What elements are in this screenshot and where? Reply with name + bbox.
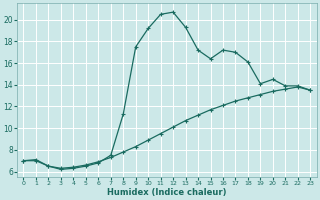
X-axis label: Humidex (Indice chaleur): Humidex (Indice chaleur)	[107, 188, 227, 197]
